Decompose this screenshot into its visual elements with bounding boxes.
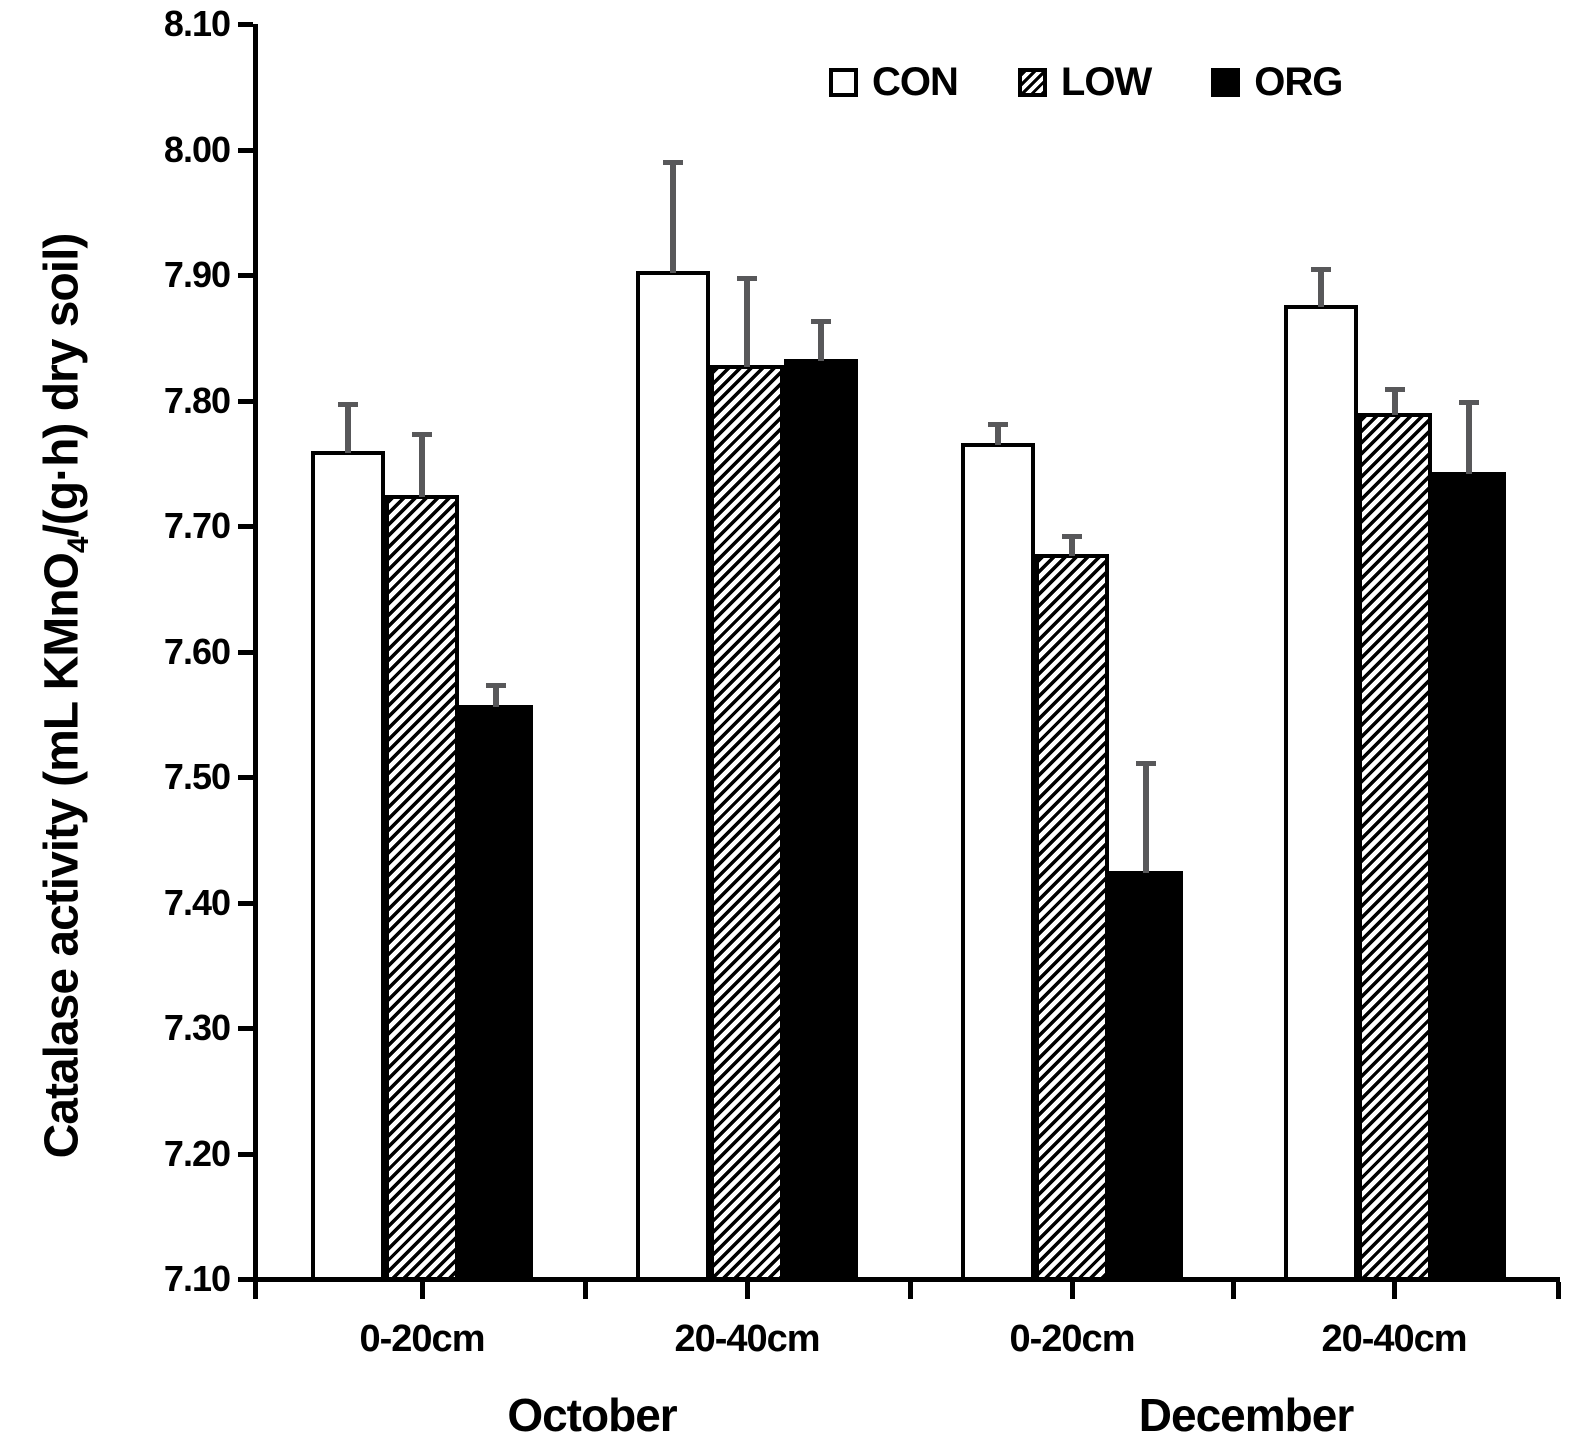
y-tick-label-7.20: 7.20	[163, 1132, 231, 1174]
x-tick-6	[1231, 1282, 1236, 1299]
legend-item-org: ORG	[1211, 60, 1343, 104]
y-tick-label-8.10: 8.10	[163, 3, 231, 44]
error-cap-org-group4	[1459, 399, 1479, 405]
bar-con-group4	[1284, 305, 1358, 1282]
x-category-label-1: 0-20cm	[359, 1318, 486, 1360]
y-tick-7.90	[238, 273, 253, 278]
error-cap-org-group1	[486, 683, 506, 689]
error-stem-low-group1	[419, 437, 425, 497]
y-tick-7.80	[238, 398, 253, 404]
y-tick-7.50	[238, 775, 253, 780]
error-cap-org-group2	[811, 319, 831, 325]
error-stem-org-group3	[1143, 766, 1149, 874]
y-tick-label-7.40: 7.40	[163, 881, 231, 923]
error-stem-con-group2	[670, 165, 676, 274]
error-stem-low-group4	[1392, 392, 1398, 416]
y-tick-label-8.00: 8.00	[163, 128, 231, 170]
error-cap-low-group3	[1062, 534, 1082, 540]
error-stem-org-group4	[1466, 404, 1472, 475]
error-cap-org-group3	[1136, 761, 1156, 767]
legend-swatch-low-icon	[1017, 68, 1047, 97]
bar-org-group2	[784, 359, 858, 1282]
y-tick-label-7.60: 7.60	[163, 630, 231, 672]
legend-item-con: CON	[829, 60, 959, 104]
x-category-label-3: 0-20cm	[1009, 1318, 1136, 1360]
legend-label-low: LOW	[1060, 60, 1152, 104]
bar-org-group3	[1109, 871, 1183, 1282]
x-tick-4	[908, 1282, 913, 1299]
x-tick-5	[1070, 1282, 1075, 1299]
error-cap-con-group4	[1311, 266, 1331, 272]
x-tick-8	[1556, 1282, 1561, 1299]
x-tick-7	[1392, 1282, 1397, 1299]
error-cap-low-group2	[737, 275, 757, 281]
x-tick-2	[583, 1282, 588, 1299]
error-stem-low-group3	[1069, 539, 1075, 556]
error-stem-low-group2	[744, 280, 750, 368]
bar-con-group2	[636, 271, 710, 1282]
bar-low-group2	[710, 365, 784, 1282]
bar-low-group1	[385, 494, 459, 1282]
error-stem-org-group2	[818, 324, 824, 362]
error-cap-con-group1	[338, 402, 358, 408]
x-axis-line	[253, 1277, 1560, 1282]
y-tick-label-7.50: 7.50	[163, 756, 231, 797]
bar-org-group1	[459, 705, 533, 1282]
x-group-label-october: October	[507, 1389, 677, 1441]
legend-swatch-con-icon	[829, 68, 858, 97]
bar-org-group4	[1432, 472, 1506, 1282]
y-tick-7.30	[238, 1026, 253, 1031]
error-stem-con-group1	[345, 407, 351, 453]
x-category-label-2: 20-40cm	[674, 1318, 820, 1360]
error-cap-low-group1	[412, 432, 432, 438]
bar-con-group1	[311, 450, 385, 1282]
error-stem-con-group3	[995, 427, 1001, 446]
legend-label-con: CON	[872, 60, 959, 104]
x-tick-3	[745, 1282, 750, 1299]
bar-low-group4	[1358, 413, 1432, 1282]
error-stem-org-group1	[493, 688, 499, 708]
y-tick-7.70	[238, 524, 253, 529]
error-cap-low-group4	[1385, 387, 1405, 393]
legend-swatch-org-icon	[1211, 68, 1241, 97]
x-group-label-december: December	[1138, 1389, 1354, 1441]
y-tick-8.00	[238, 147, 253, 153]
x-category-label-4: 20-40cm	[1321, 1318, 1467, 1360]
y-tick-label-7.30: 7.30	[163, 1007, 231, 1048]
y-tick-7.40	[238, 900, 253, 906]
x-tick-1	[420, 1282, 425, 1299]
y-tick-7.10	[238, 1277, 253, 1282]
y-tick-7.20	[238, 1151, 253, 1157]
bar-con-group3	[961, 443, 1035, 1282]
y-tick-label-7.70: 7.70	[163, 505, 231, 546]
y-tick-label-7.90: 7.90	[163, 254, 231, 295]
x-tick-0	[253, 1282, 258, 1299]
error-stem-con-group4	[1318, 271, 1324, 308]
error-cap-con-group3	[988, 422, 1008, 428]
legend-item-low: LOW	[1017, 60, 1152, 104]
y-tick-8.10	[238, 22, 253, 27]
y-axis-line	[253, 24, 258, 1282]
y-tick-7.60	[238, 649, 253, 655]
error-cap-con-group2	[663, 160, 683, 166]
legend: CON LOW ORG	[829, 60, 1343, 104]
legend-label-org: ORG	[1254, 60, 1343, 104]
y-tick-label-7.10: 7.10	[163, 1258, 231, 1299]
bar-low-group3	[1035, 553, 1109, 1282]
y-tick-label-7.80: 7.80	[163, 379, 231, 421]
